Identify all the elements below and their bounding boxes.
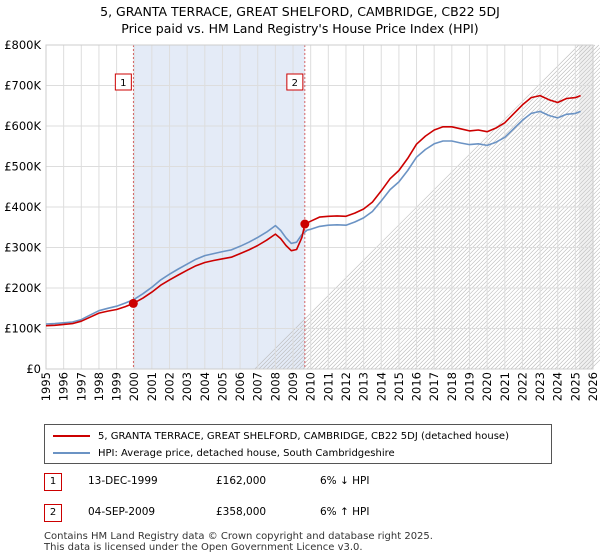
forecast-hatch (466, 235, 600, 370)
legend-item-property: 5, GRANTA TERRACE, GREAT SHELFORD, CAMBR… (53, 428, 509, 444)
legend-item-hpi: HPI: Average price, detached house, Sout… (53, 445, 395, 461)
forecast-hatch (470, 239, 600, 370)
forecast-hatch (482, 251, 600, 370)
x-tick-label: 2021 (498, 372, 512, 401)
y-tick-label: £200K (4, 281, 41, 295)
sale-price-2: £358,000 (216, 506, 267, 518)
forecast-hatch (542, 311, 600, 370)
y-tick-label: £500K (4, 160, 41, 174)
sale-hpi-2: 6% ↑ HPI (320, 506, 370, 518)
x-tick-label: 2010 (304, 372, 318, 401)
legend-swatch-property (53, 435, 90, 437)
sale-badge-2: 2 (44, 504, 62, 522)
x-tick-label: 2019 (462, 372, 476, 401)
annotation-box-1 (114, 73, 132, 91)
annotation-label-2: 2 (292, 78, 298, 89)
sale-date-2: 04-SEP-2009 (88, 506, 156, 518)
chart-title: 5, GRANTA TERRACE, GREAT SHELFORD, CAMBR… (100, 4, 500, 19)
x-tick-label: 2017 (427, 372, 441, 401)
x-tick-label: 2024 (551, 372, 565, 401)
legend: 5, GRANTA TERRACE, GREAT SHELFORD, CAMBR… (44, 424, 552, 464)
chart-subtitle: Price paid vs. HM Land Registry's House … (121, 21, 478, 36)
x-tick-label: 2022 (515, 372, 529, 401)
sale-point-2 (300, 219, 310, 229)
x-tick-label: 2006 (233, 372, 247, 401)
x-tick-label: 2009 (286, 372, 300, 401)
footer-line-2: This data is licensed under the Open Gov… (44, 542, 363, 553)
x-tick-label: 2007 (251, 372, 265, 401)
forecast-hatch (486, 255, 600, 370)
forecast-hatch (458, 227, 600, 370)
forecast-hatch (506, 275, 600, 370)
forecast-hatch (454, 223, 600, 370)
y-tick-label: £100K (4, 322, 41, 336)
x-tick-label: 2004 (198, 372, 212, 401)
y-tick-label: £0 (26, 362, 41, 376)
footer-line-1: Contains HM Land Registry data © Crown c… (44, 531, 433, 542)
forecast-hatch (442, 211, 600, 370)
annotation-label-1: 1 (120, 78, 126, 89)
x-tick-label: 2000 (127, 372, 141, 401)
x-tick-label: 2014 (374, 372, 388, 401)
x-tick-label: 1999 (110, 372, 124, 401)
x-tick-label: 2011 (321, 372, 335, 401)
x-tick-label: 2020 (480, 372, 494, 401)
sale-row-1: 1 13-DEC-1999 £162,000 6% ↓ HPI (44, 473, 564, 493)
legend-label-hpi: HPI: Average price, detached house, Sout… (98, 447, 395, 459)
forecast-hatch (522, 291, 600, 370)
forecast-hatch (438, 207, 600, 370)
x-tick-label: 1997 (74, 372, 88, 401)
x-tick-label: 1996 (57, 372, 71, 401)
forecast-hatch (474, 243, 600, 370)
y-tick-label: £300K (4, 241, 41, 255)
x-tick-label: 2018 (445, 372, 459, 401)
x-tick-label: 1998 (92, 372, 106, 401)
x-tick-label: 2023 (533, 372, 547, 401)
forecast-hatch (478, 247, 600, 370)
forecast-hatch (518, 287, 600, 370)
forecast-hatch (434, 203, 600, 370)
sale-badge-1: 1 (44, 473, 62, 491)
forecast-hatch (514, 283, 600, 370)
x-tick-label: 2015 (392, 372, 406, 401)
x-tick-label: 2001 (145, 372, 159, 401)
sale-price-1: £162,000 (216, 475, 267, 487)
annotation-box-2 (286, 73, 304, 91)
sale-hpi-1: 6% ↓ HPI (320, 475, 370, 487)
y-tick-label: £400K (4, 200, 41, 214)
forecast-hatch (502, 271, 600, 370)
x-tick-label: 2002 (163, 372, 177, 401)
y-tick-label: £800K (4, 38, 41, 52)
y-tick-label: £600K (4, 119, 41, 133)
x-tick-label: 2003 (180, 372, 194, 401)
forecast-hatch (490, 259, 600, 370)
footer: Contains HM Land Registry data © Crown c… (44, 531, 433, 553)
price-chart: 5, GRANTA TERRACE, GREAT SHELFORD, CAMBR… (4, 4, 600, 401)
forecast-hatch (534, 303, 600, 370)
forecast-hatch (510, 279, 600, 370)
forecast-hatch (530, 299, 600, 370)
x-tick-label: 2026 (586, 372, 600, 401)
x-tick-label: 2025 (568, 372, 582, 401)
sale-row-2: 2 04-SEP-2009 £358,000 6% ↑ HPI (44, 504, 564, 524)
x-tick-label: 2012 (339, 372, 353, 401)
x-tick-label: 2016 (410, 372, 424, 401)
forecast-hatch (526, 295, 600, 370)
forecast-hatch (446, 215, 600, 370)
plot-border (45, 44, 594, 370)
legend-swatch-hpi (53, 452, 90, 454)
y-tick-label: £700K (4, 79, 41, 93)
x-tick-label: 2005 (215, 372, 229, 401)
x-tick-label: 2008 (268, 372, 282, 401)
x-tick-label: 1995 (39, 372, 53, 401)
forecast-hatch (494, 263, 600, 370)
sale-date-1: 13-DEC-1999 (88, 475, 158, 487)
forecast-hatch (462, 231, 600, 370)
legend-label-property: 5, GRANTA TERRACE, GREAT SHELFORD, CAMBR… (98, 430, 509, 442)
x-tick-label: 2013 (357, 372, 371, 401)
series-line-hpi (45, 110, 581, 325)
forecast-hatch (498, 267, 600, 370)
sale-point-1 (128, 298, 138, 308)
